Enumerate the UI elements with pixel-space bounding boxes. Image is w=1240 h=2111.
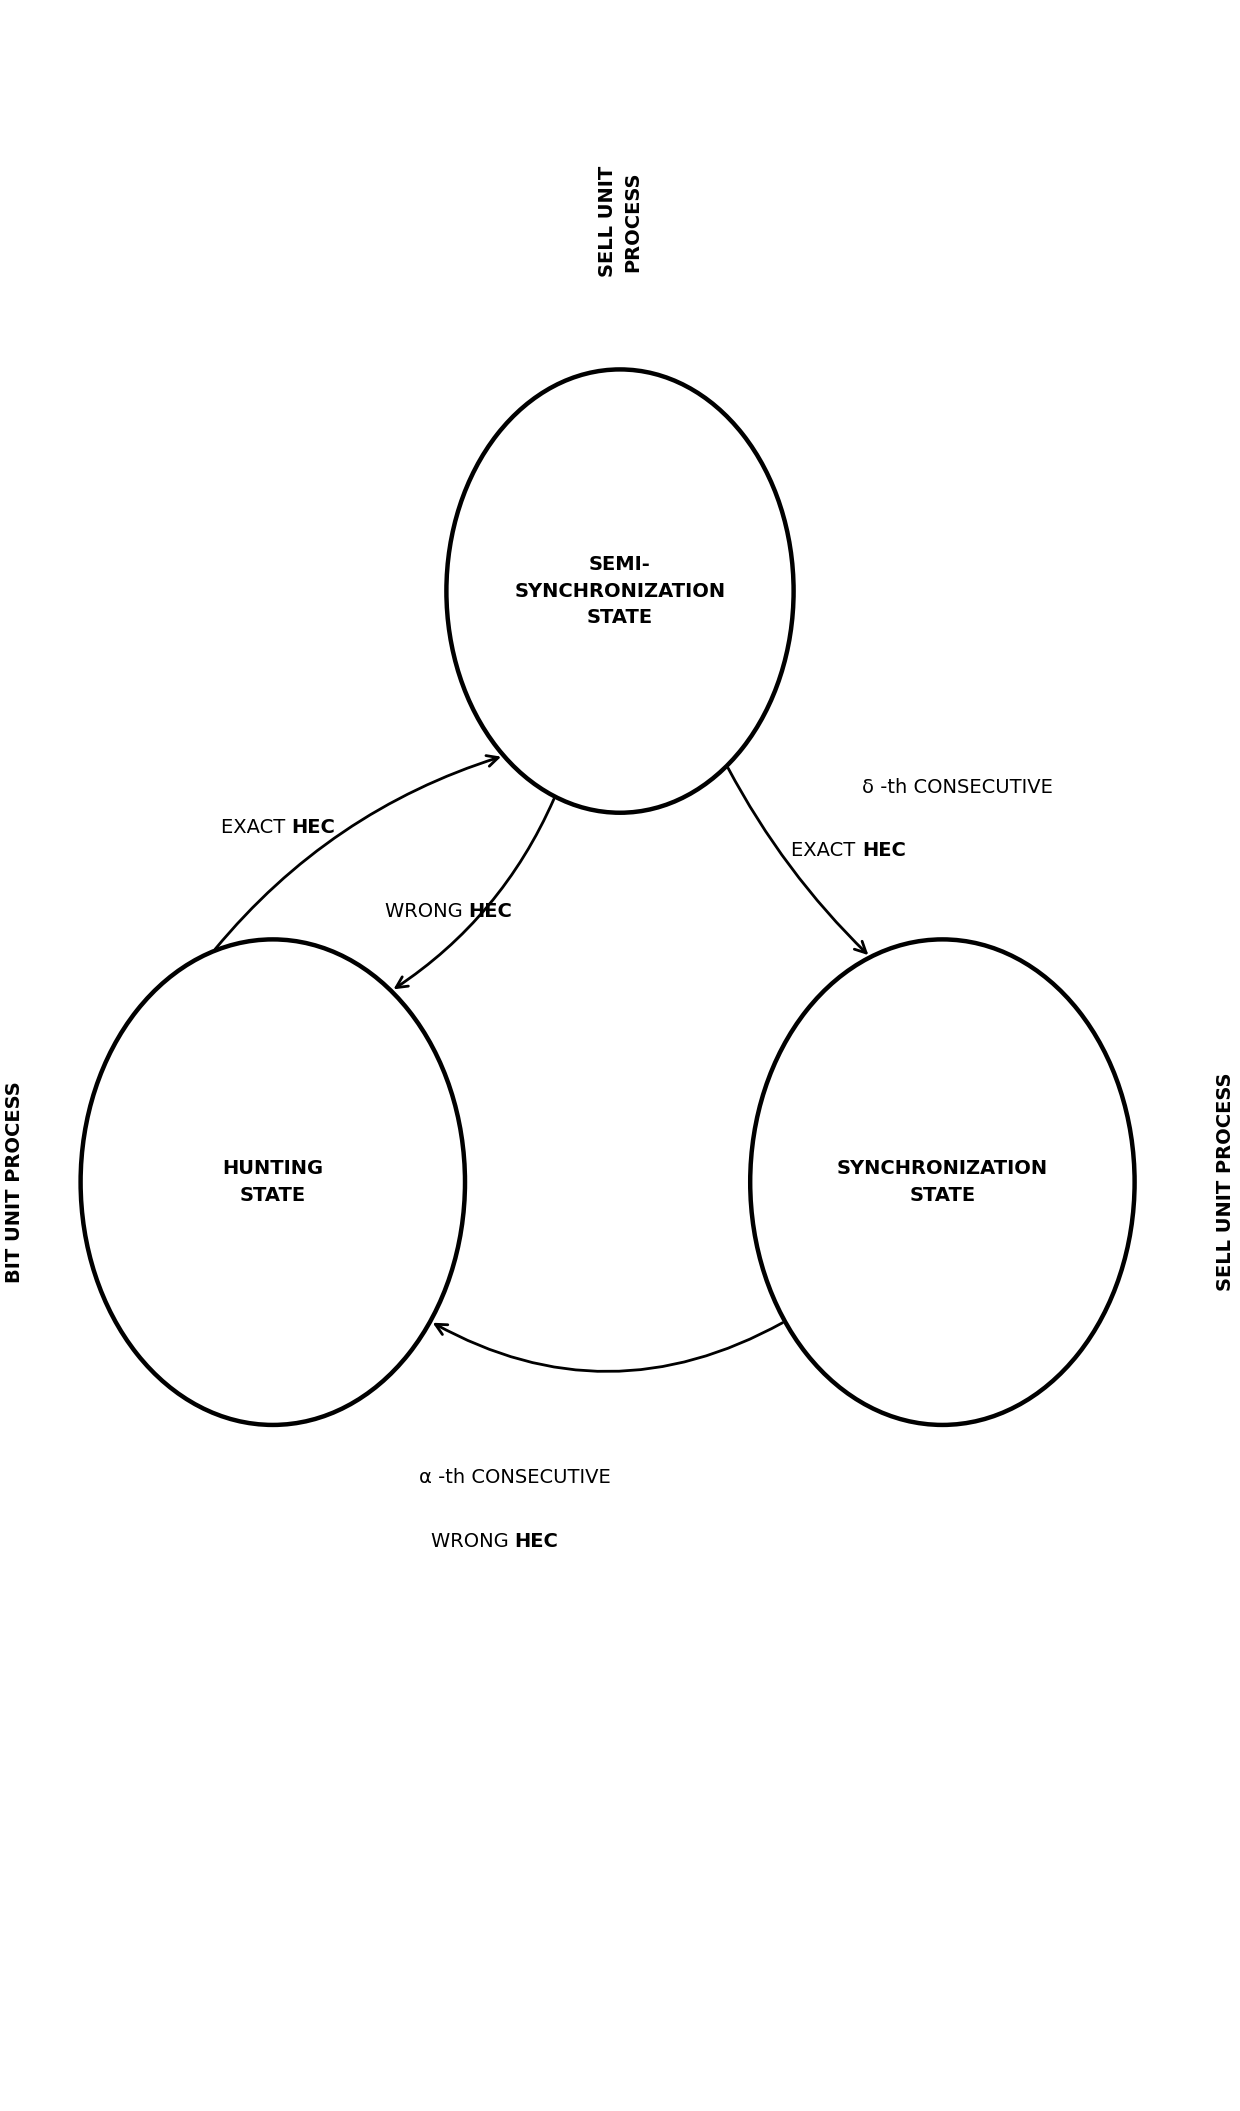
- Text: WRONG: WRONG: [384, 901, 469, 923]
- Text: HEC: HEC: [291, 817, 335, 838]
- Text: HUNTING
STATE: HUNTING STATE: [222, 1159, 324, 1205]
- Text: HEC: HEC: [515, 1530, 558, 1552]
- Text: EXACT: EXACT: [221, 817, 291, 838]
- Text: α -th CONSECUTIVE: α -th CONSECUTIVE: [419, 1467, 610, 1488]
- Text: SYNCHRONIZATION
STATE: SYNCHRONIZATION STATE: [837, 1159, 1048, 1205]
- Text: HEC: HEC: [862, 840, 905, 861]
- Text: WRONG: WRONG: [430, 1530, 515, 1552]
- Text: δ -th CONSECUTIVE: δ -th CONSECUTIVE: [862, 777, 1053, 798]
- Text: HEC: HEC: [469, 901, 512, 923]
- Text: SELL UNIT PROCESS: SELL UNIT PROCESS: [1215, 1072, 1235, 1292]
- Text: SEMI-
SYNCHRONIZATION
STATE: SEMI- SYNCHRONIZATION STATE: [515, 555, 725, 627]
- Text: EXACT: EXACT: [791, 840, 862, 861]
- Text: BIT UNIT PROCESS: BIT UNIT PROCESS: [5, 1081, 25, 1283]
- Text: SELL UNIT
PROCESS: SELL UNIT PROCESS: [598, 167, 642, 277]
